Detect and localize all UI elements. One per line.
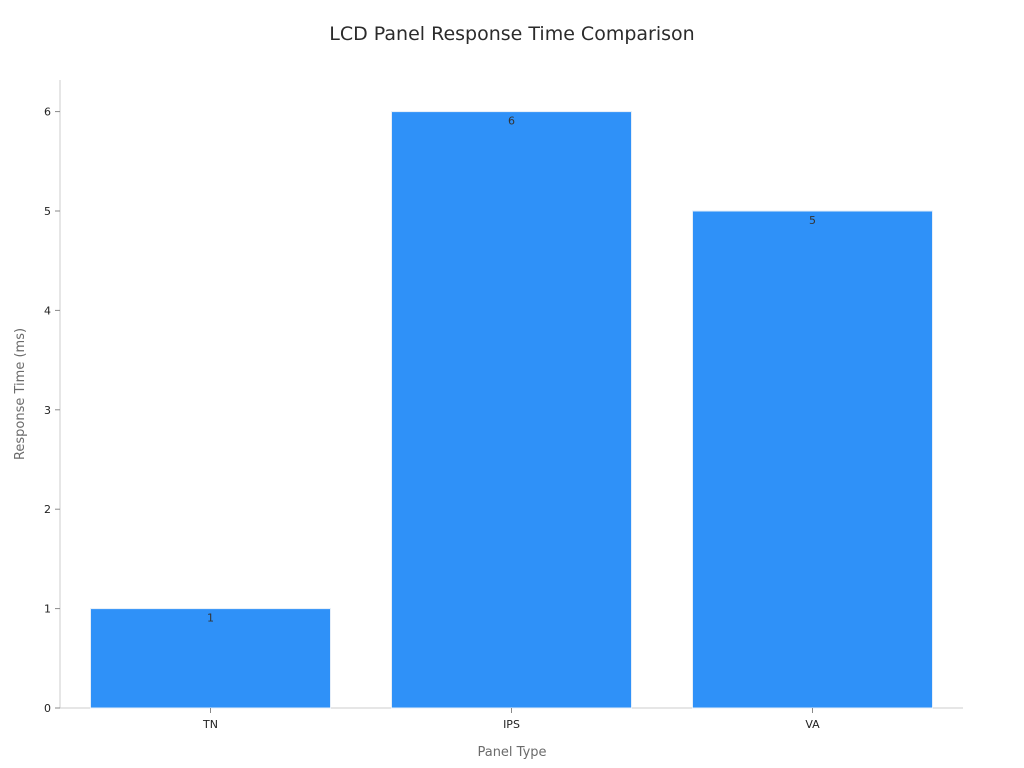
chart-title: LCD Panel Response Time Comparison xyxy=(329,23,694,45)
y-axis-label: Response Time (ms) xyxy=(13,328,28,460)
y-tick-label: 1 xyxy=(44,603,51,616)
plot-area: 0 1 2 3 4 5 6 1 TN 6 IPS 5 VA xyxy=(44,80,963,731)
data-label-va: 5 xyxy=(809,214,816,227)
x-tick-label-va: VA xyxy=(805,718,820,731)
x-axis-label: Panel Type xyxy=(477,745,546,760)
x-tick-label-ips: IPS xyxy=(503,718,520,731)
y-tick-label: 0 xyxy=(44,702,51,715)
x-tick-label-tn: TN xyxy=(202,718,218,731)
y-tick-label: 5 xyxy=(44,205,51,218)
bar-va xyxy=(692,210,933,709)
bar-tn xyxy=(90,608,331,709)
data-label-tn: 1 xyxy=(207,612,214,625)
y-tick-label: 3 xyxy=(44,404,51,417)
data-label-ips: 6 xyxy=(508,115,515,128)
y-tick-label: 4 xyxy=(44,304,51,317)
y-tick-label: 6 xyxy=(44,106,51,119)
y-tick-label: 2 xyxy=(44,503,51,516)
bar-ips xyxy=(391,111,632,709)
